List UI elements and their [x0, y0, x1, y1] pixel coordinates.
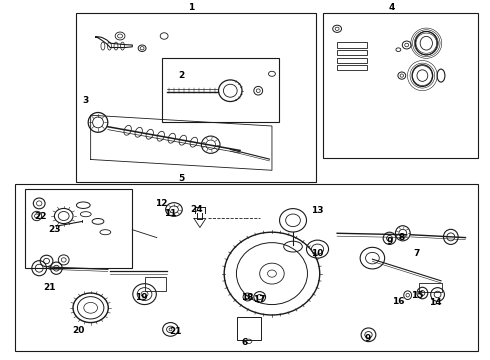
Text: 18: 18: [241, 292, 254, 302]
Text: 16: 16: [392, 297, 404, 306]
Text: 9: 9: [364, 334, 371, 343]
Bar: [419, 283, 442, 292]
Text: 11: 11: [164, 209, 177, 217]
Text: 9: 9: [386, 237, 393, 246]
Text: 14: 14: [429, 298, 441, 307]
Text: 20: 20: [72, 326, 85, 335]
Bar: [337, 50, 367, 55]
Text: 4: 4: [389, 3, 395, 12]
Text: 19: 19: [135, 292, 147, 302]
Bar: [76, 13, 316, 182]
Bar: [323, 13, 478, 158]
Bar: [337, 58, 367, 63]
Text: 5: 5: [178, 174, 184, 183]
Text: 22: 22: [34, 212, 47, 221]
Bar: [337, 42, 367, 48]
Text: 12: 12: [155, 199, 168, 208]
Text: 21: 21: [169, 328, 182, 336]
Text: 15: 15: [411, 292, 424, 300]
Bar: [337, 65, 367, 70]
Text: 3: 3: [83, 96, 89, 105]
Text: 21: 21: [43, 284, 55, 292]
Bar: [162, 58, 279, 122]
Text: 1: 1: [188, 3, 194, 12]
Bar: [15, 184, 478, 351]
Text: 23: 23: [49, 225, 61, 234]
Text: 17: 17: [253, 295, 266, 304]
Bar: [145, 277, 166, 291]
Text: 7: 7: [413, 249, 420, 258]
Bar: [237, 317, 261, 340]
Text: 6: 6: [242, 338, 248, 347]
Bar: [25, 189, 132, 268]
Text: 24: 24: [191, 205, 203, 214]
Text: 13: 13: [311, 206, 324, 215]
Text: 2: 2: [178, 71, 184, 80]
Text: 8: 8: [399, 233, 405, 242]
Text: 10: 10: [311, 249, 324, 258]
